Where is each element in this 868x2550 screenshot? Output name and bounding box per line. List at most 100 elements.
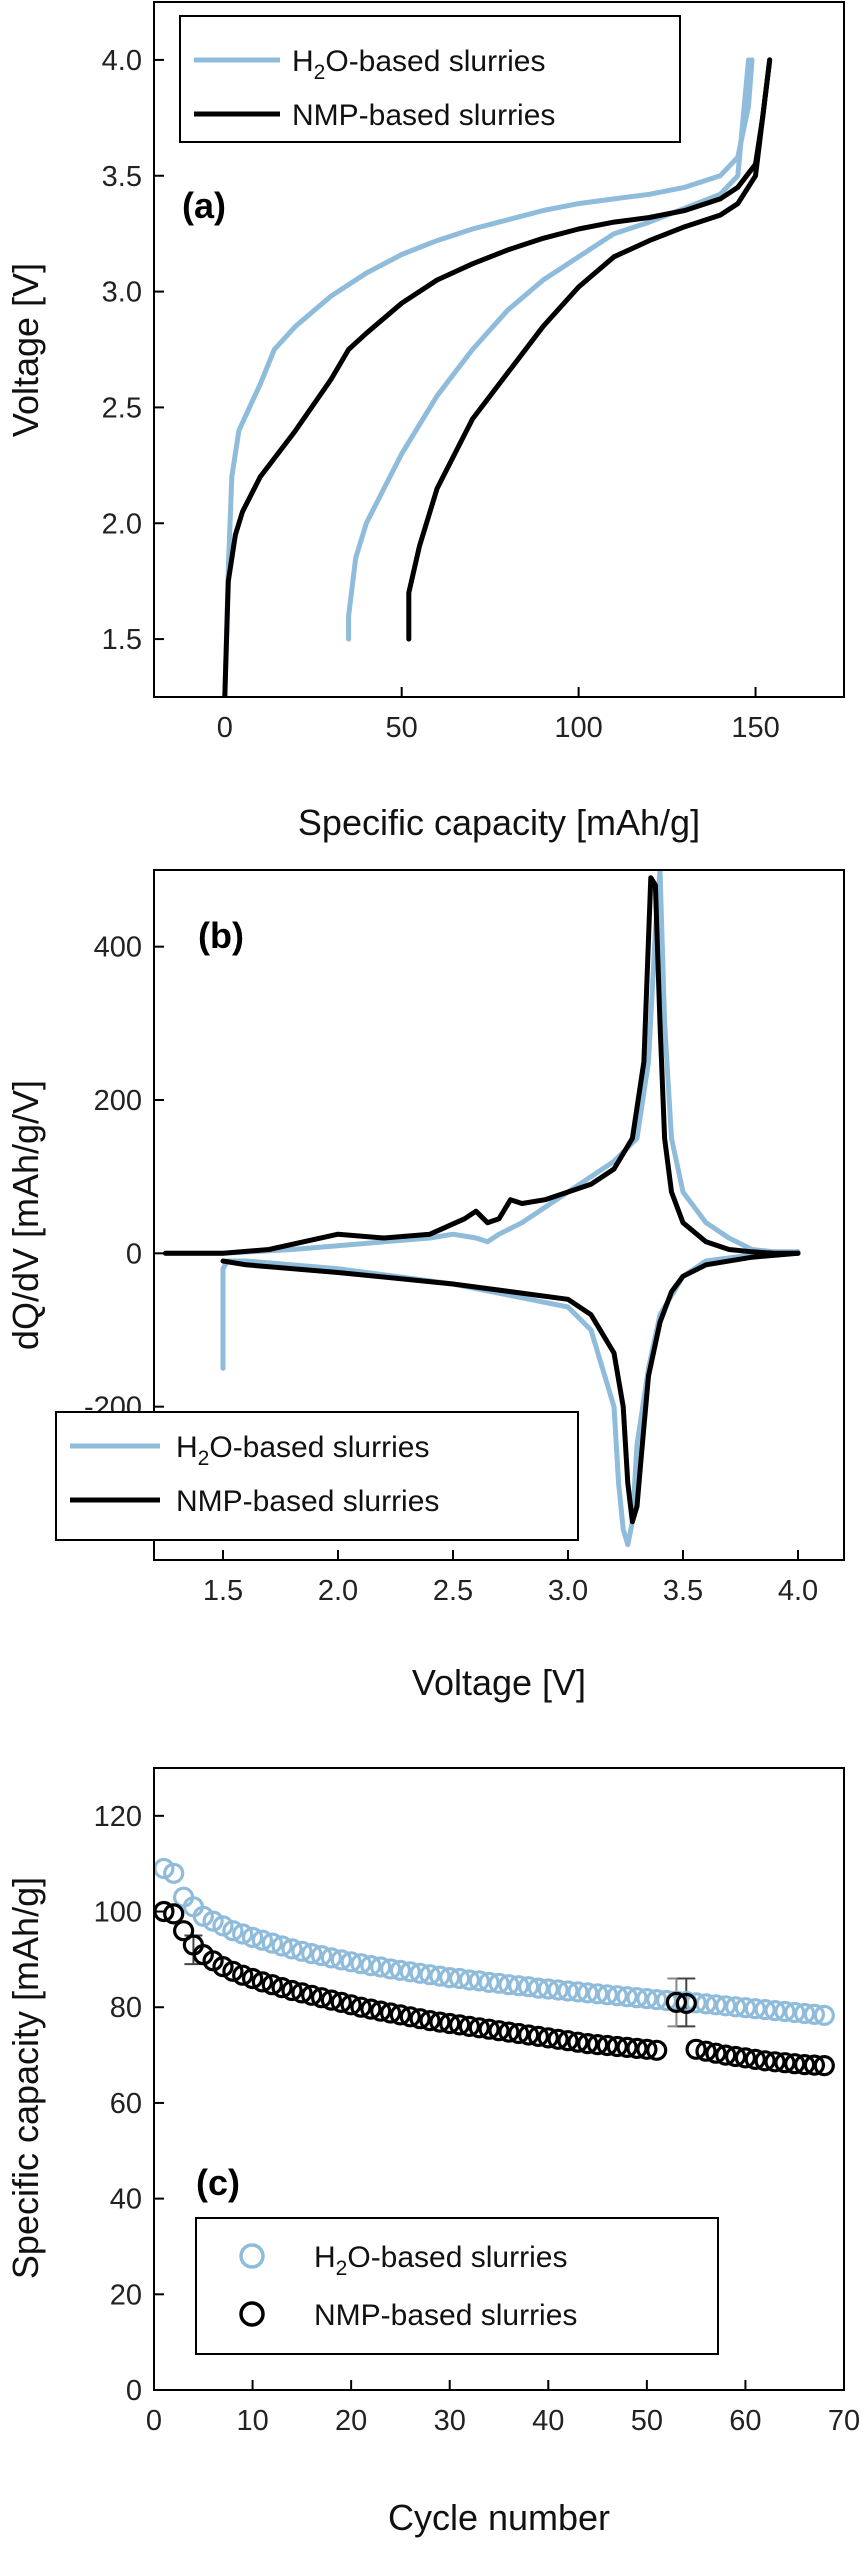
x-tick-label: 70	[828, 2405, 860, 2437]
series-line-nmp	[222, 57, 773, 697]
data-point-h2o	[547, 1979, 569, 2001]
data-point-nmp	[340, 1994, 362, 2016]
data-point-h2o	[488, 1972, 510, 1994]
panel-label: (a)	[182, 185, 226, 226]
data-point-nmp	[813, 2055, 835, 2077]
data-point-nmp	[380, 2002, 402, 2024]
series-line-h2o	[222, 57, 755, 697]
legend-label-h2o: H2O-based slurries	[314, 2241, 567, 2280]
y-axis-title: Specific capacity [mAh/g]	[5, 1877, 46, 2279]
x-tick-label: 0	[217, 712, 233, 744]
data-point-nmp	[488, 2020, 510, 2042]
x-tick-label: 50	[386, 712, 418, 744]
data-point-nmp	[370, 2000, 392, 2022]
data-point-h2o	[508, 1975, 530, 1997]
data-point-nmp	[222, 1960, 244, 1982]
x-tick-label: 4.0	[778, 1575, 818, 1607]
data-point-h2o	[350, 1953, 372, 1975]
data-point-h2o	[419, 1964, 441, 1986]
data-point-h2o	[803, 2003, 826, 2026]
data-point-h2o	[517, 1976, 540, 1998]
x-tick-label: 30	[434, 2405, 466, 2437]
data-point-h2o	[813, 2004, 835, 2027]
x-tick-label: 40	[532, 2405, 564, 2437]
data-point-h2o	[537, 1978, 559, 2000]
legend-h2o-suffix: O-based slurries	[325, 45, 545, 78]
x-tick-label: 2.5	[433, 1575, 473, 1607]
legend: H2O-based slurries NMP-based slurries	[55, 1411, 579, 1541]
data-point-nmp	[429, 2011, 451, 2033]
legend-label-h2o: H2O-based slurries	[292, 45, 545, 84]
data-point-nmp	[675, 1992, 697, 2015]
legend: H2O-based slurries NMP-based slurries	[195, 2217, 719, 2355]
x-axis-title: Specific capacity [mAh/g]	[298, 802, 700, 843]
data-point-nmp	[212, 1955, 234, 1978]
data-point-nmp	[330, 1991, 352, 2014]
data-point-nmp	[577, 2032, 599, 2055]
data-point-h2o	[389, 1959, 411, 1982]
data-point-h2o	[281, 1938, 303, 1960]
data-point-nmp	[793, 2054, 816, 2076]
data-point-nmp	[646, 2039, 668, 2061]
data-point-nmp	[419, 2009, 441, 2032]
data-point-nmp	[301, 1984, 323, 2006]
data-point-nmp	[764, 2051, 786, 2073]
data-point-nmp	[547, 2028, 569, 2050]
legend-h2o-suffix: O-based slurries	[209, 1431, 429, 1464]
data-point-h2o	[527, 1977, 550, 1999]
data-point-nmp	[291, 1982, 313, 2004]
legend-label-nmp: NMP-based slurries	[176, 1485, 439, 1518]
data-point-nmp	[409, 2008, 431, 2030]
data-point-nmp	[173, 1920, 195, 1942]
legend-swatch-nmp	[239, 2301, 265, 2327]
x-tick-label: 60	[729, 2405, 761, 2437]
legend-h2o-suffix: O-based slurries	[347, 2241, 567, 2274]
data-point-nmp	[527, 2025, 550, 2048]
y-tick-label: 1.5	[102, 624, 142, 656]
data-point-nmp	[784, 2053, 806, 2075]
data-point-h2o	[734, 1997, 757, 2019]
data-point-nmp	[596, 2034, 619, 2057]
data-point-nmp	[350, 1996, 372, 2018]
series-line-nmp	[406, 57, 773, 642]
data-point-nmp	[449, 2014, 471, 2036]
data-point-nmp	[586, 2033, 609, 2056]
legend-box	[55, 1411, 579, 1541]
data-point-h2o	[596, 1984, 619, 2006]
data-point-nmp	[399, 2006, 421, 2028]
y-tick-label: 3.5	[102, 161, 142, 193]
data-point-h2o	[567, 1981, 589, 2003]
legend-label-nmp: NMP-based slurries	[314, 2299, 577, 2332]
plot-frame	[153, 869, 845, 1561]
data-point-nmp	[606, 2035, 628, 2058]
data-point-h2o	[478, 1971, 500, 1994]
data-point-nmp	[557, 2030, 579, 2052]
y-tick-label: 0	[126, 1238, 142, 1270]
data-point-nmp	[251, 1971, 273, 1993]
data-point-h2o	[360, 1954, 382, 1977]
data-point-nmp	[320, 1989, 342, 2011]
data-point-h2o	[606, 1985, 628, 2007]
legend-h2o-prefix: H	[314, 2241, 336, 2274]
data-point-h2o	[380, 1958, 402, 1980]
x-tick-label: 10	[236, 2405, 268, 2437]
x-tick-label: 0	[146, 2405, 162, 2437]
data-point-h2o	[458, 1969, 480, 1991]
x-tick-label: 2.0	[318, 1575, 358, 1607]
data-point-h2o	[744, 1998, 766, 2020]
data-point-h2o	[192, 1905, 214, 1927]
legend: H2O-based slurries NMP-based slurries	[179, 15, 681, 143]
x-tick-label: 50	[631, 2405, 663, 2437]
data-point-h2o	[222, 1920, 244, 1942]
data-point-h2o	[251, 1929, 273, 1951]
data-point-h2o	[646, 1988, 668, 2011]
y-axis-title: dQ/dV [mAh/g/V]	[5, 1080, 46, 1350]
panel-label: (c)	[196, 2162, 240, 2203]
data-point-h2o	[399, 1961, 421, 1983]
y-tick-label: 120	[94, 1801, 142, 1833]
y-tick-label: 200	[94, 1085, 142, 1117]
data-point-h2o	[724, 1996, 747, 2018]
legend-h2o-subscript: 2	[198, 1447, 210, 1470]
